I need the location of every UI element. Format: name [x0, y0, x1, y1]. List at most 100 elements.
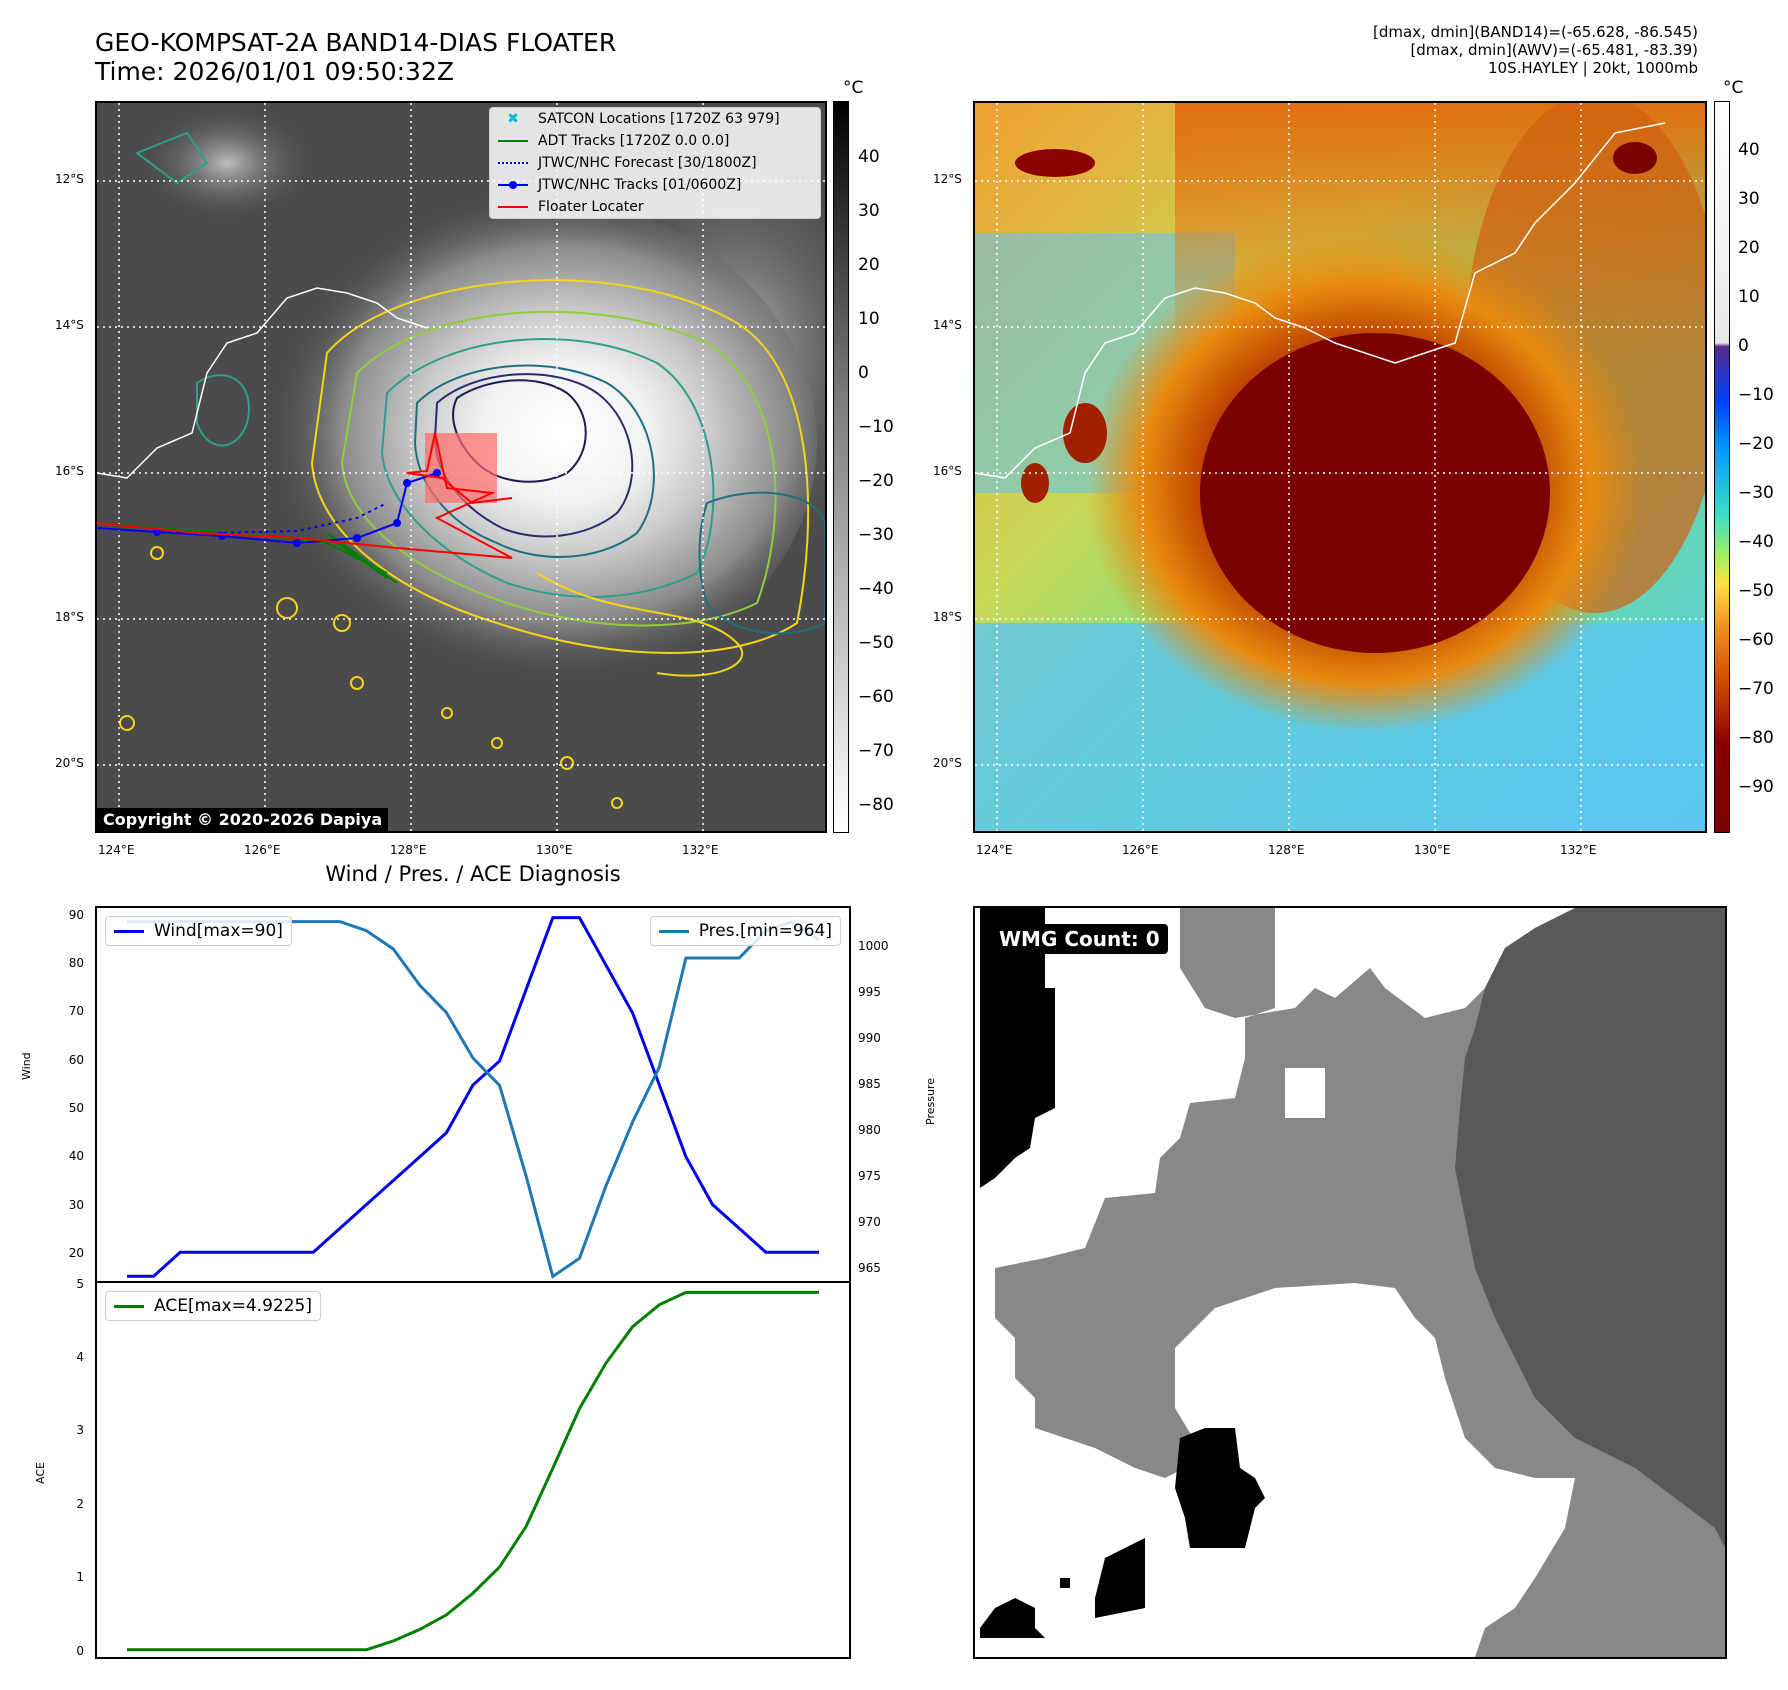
track-line-icon: [498, 181, 528, 189]
axis-tick-label: 3: [76, 1423, 84, 1438]
axis-tick-label: 20: [68, 1246, 84, 1260]
wv-lat-label: 14°S: [933, 318, 962, 332]
wv-colorbar-tick: 0: [1738, 336, 1749, 356]
ace-legend: ACE[max=4.9225]: [105, 1291, 321, 1321]
ir-map-panel: ✖ SATCON Locations [1720Z 63 979] ADT Tra…: [95, 101, 827, 833]
wv-lon-label: 130°E: [1414, 843, 1451, 857]
ir-lon-label: 128°E: [390, 843, 427, 857]
ir-lat-label: 16°S: [55, 464, 84, 478]
axis-tick-label: 80: [68, 956, 84, 970]
ace-line-icon: [114, 1304, 144, 1308]
wv-lat-label: 12°S: [933, 172, 962, 186]
ir-colorbar-tick: −60: [858, 687, 894, 707]
title-line-satellite: GEO-KOMPSAT-2A BAND14-DIAS FLOATER: [95, 28, 617, 57]
axis-tick-label: 30: [68, 1197, 84, 1212]
wv-colorbar-ticks: 40 30 20 10 0 −10 −20 −30 −40 −50 −60 −7…: [1738, 101, 1786, 833]
wv-lon-label: 132°E: [1560, 843, 1597, 857]
wv-colorbar-tick: −90: [1738, 777, 1774, 797]
axis-tick-label: 985: [858, 1077, 881, 1092]
ir-colorbar-ticks: 40 30 20 10 0 −10 −20 −30 −40 −50 −60 −7…: [858, 101, 918, 833]
title-line-time: Time: 2026/01/01 09:50:32Z: [95, 57, 454, 86]
wmg-image: [975, 908, 1725, 1657]
pressure-legend-label: Pres.[min=964]: [698, 921, 832, 941]
wv-colorbar: [1714, 101, 1730, 833]
locater-line-icon: [498, 206, 528, 208]
pressure-line-icon: [658, 929, 689, 933]
axis-tick-label: 980: [858, 1123, 881, 1138]
axis-tick-label: 90: [68, 907, 84, 922]
ir-colorbar-tick: −20: [858, 471, 894, 491]
ace-legend-label: ACE[max=4.9225]: [154, 1296, 312, 1316]
legend-forecast: JTWC/NHC Forecast [30/1800Z]: [490, 152, 820, 174]
ir-colorbar-tick: −10: [858, 417, 894, 437]
axis-tick-label: 60: [68, 1052, 84, 1067]
wv-colorbar-tick: 40: [1738, 140, 1760, 160]
ir-lat-label: 20°S: [55, 756, 84, 770]
ir-lat-label: 18°S: [55, 610, 84, 624]
wv-lon-label: 126°E: [1122, 843, 1159, 857]
axis-tick-label: 0: [76, 1643, 84, 1658]
pressure-axis-ticks: 1000 995 990 985 980 975 970 965: [858, 906, 918, 1283]
axis-tick-label: 990: [858, 1031, 881, 1046]
info-band14-range: [dmax, dmin](BAND14)=(-65.628, -86.545): [1373, 23, 1698, 41]
pressure-axis-label: Pressure: [924, 1078, 937, 1125]
diagnosis-title: Wind / Pres. / ACE Diagnosis: [325, 862, 621, 886]
wind-line-icon: [114, 929, 144, 933]
wv-colorbar-tick: −20: [1738, 434, 1774, 454]
pressure-legend: Pres.[min=964]: [649, 916, 841, 946]
ir-colorbar-tick: 10: [858, 309, 880, 329]
wv-lat-label: 20°S: [933, 756, 962, 770]
ir-lat-label: 14°S: [55, 318, 84, 332]
ir-colorbar-tick: 20: [858, 255, 880, 275]
wind-series-line: [127, 916, 819, 1278]
wv-colorbar-tick: −80: [1738, 728, 1774, 748]
wv-lat-label: 18°S: [933, 610, 962, 624]
map-legend: ✖ SATCON Locations [1720Z 63 979] ADT Tra…: [489, 107, 821, 219]
ir-lon-label: 130°E: [536, 843, 573, 857]
legend-satcon: ✖ SATCON Locations [1720Z 63 979]: [490, 108, 820, 130]
wv-colorbar-tick: −70: [1738, 679, 1774, 699]
wv-colorbar-tick: −60: [1738, 630, 1774, 650]
wv-colorbar-tick: 20: [1738, 238, 1760, 258]
ace-axis-label: ACE: [34, 1462, 47, 1484]
axis-tick-label: 40: [68, 1149, 84, 1164]
ir-colorbar-tick: −30: [858, 525, 894, 545]
axis-tick-label: 995: [858, 985, 881, 1000]
wv-colorbar-tick: −40: [1738, 532, 1774, 552]
ir-lon-label: 124°E: [98, 843, 135, 857]
axis-tick-label: 5: [76, 1276, 84, 1291]
info-block: [dmax, dmin](BAND14)=(-65.628, -86.545) …: [1373, 23, 1698, 77]
ir-colorbar-tick: 40: [858, 147, 880, 167]
satcon-marker-icon: ✖: [507, 111, 519, 127]
ir-colorbar-tick: −80: [858, 795, 894, 815]
legend-locater: Floater Locater: [490, 196, 820, 218]
ace-axis-ticks: 5 4 3 2 1 0: [50, 1277, 90, 1659]
axis-tick-label: 1: [76, 1570, 84, 1585]
ir-colorbar-tick: −70: [858, 741, 894, 761]
adt-line-icon: [498, 140, 528, 142]
wv-colorbar-tick: 30: [1738, 189, 1760, 209]
wv-map-panel: [973, 101, 1707, 833]
legend-tracks: JTWC/NHC Tracks [01/0600Z]: [490, 174, 820, 196]
info-storm-summary: 10S.HAYLEY | 20kt, 1000mb: [1488, 59, 1698, 77]
ir-lat-label: 12°S: [55, 172, 84, 186]
ace-plot: [127, 1290, 819, 1652]
ir-colorbar: [833, 101, 849, 833]
wind-legend: Wind[max=90]: [105, 916, 292, 946]
ir-colorbar-tick: 0: [858, 363, 869, 383]
axis-tick-label: 70: [68, 1004, 84, 1019]
wv-lat-label: 16°S: [933, 464, 962, 478]
forecast-line-icon: [498, 162, 528, 164]
ir-lon-label: 132°E: [682, 843, 719, 857]
wv-colorbar-tick: −50: [1738, 581, 1774, 601]
wv-colorbar-tick: 10: [1738, 287, 1760, 307]
wmg-panel: WMG Count: 0: [973, 906, 1727, 1659]
ir-colorbar-tick: 30: [858, 201, 880, 221]
axis-tick-label: 965: [858, 1261, 881, 1276]
wind-pressure-plot: [127, 916, 820, 1279]
axis-tick-label: 2: [76, 1496, 84, 1511]
ir-colorbar-tick: −50: [858, 633, 894, 653]
ir-colorbar-tick: −40: [858, 579, 894, 599]
axis-tick-label: 1000: [858, 939, 889, 954]
legend-adt: ADT Tracks [1720Z 0.0 0.0]: [490, 130, 820, 152]
